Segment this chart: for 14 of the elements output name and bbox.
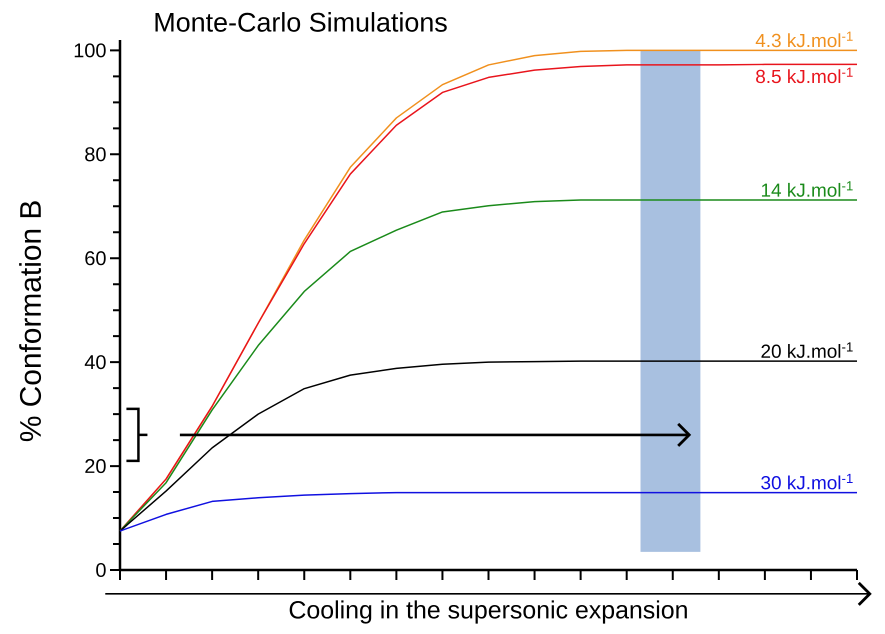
y-tick-label: 40 bbox=[84, 355, 106, 370]
series-label: 4.3 kJ.mol$^{-1}$ bbox=[756, 32, 853, 48]
series-label: 30 kJ.mol$^{-1}$ bbox=[761, 474, 853, 490]
y-tick-label: 0 bbox=[96, 562, 106, 578]
series-label: 20 kJ.mol$^{-1}$ bbox=[761, 342, 853, 358]
y-tick-label: 80 bbox=[85, 147, 106, 162]
y-axis-title: % Conformation B bbox=[19, 201, 42, 442]
y-tick-label: 20 bbox=[85, 459, 106, 474]
series-label: 14 kJ.mol$^{-1}$ bbox=[762, 181, 853, 197]
chart-title: Monte-Carlo Simulations bbox=[156, 12, 447, 32]
x-axis-title: Cooling in the supersonic expansion bbox=[290, 600, 687, 624]
y-tick-label: 60 bbox=[85, 251, 106, 266]
y-tick-label: 100 bbox=[74, 43, 106, 58]
series-label: 8.5 kJ.mol$^{-1}$ bbox=[756, 68, 853, 84]
